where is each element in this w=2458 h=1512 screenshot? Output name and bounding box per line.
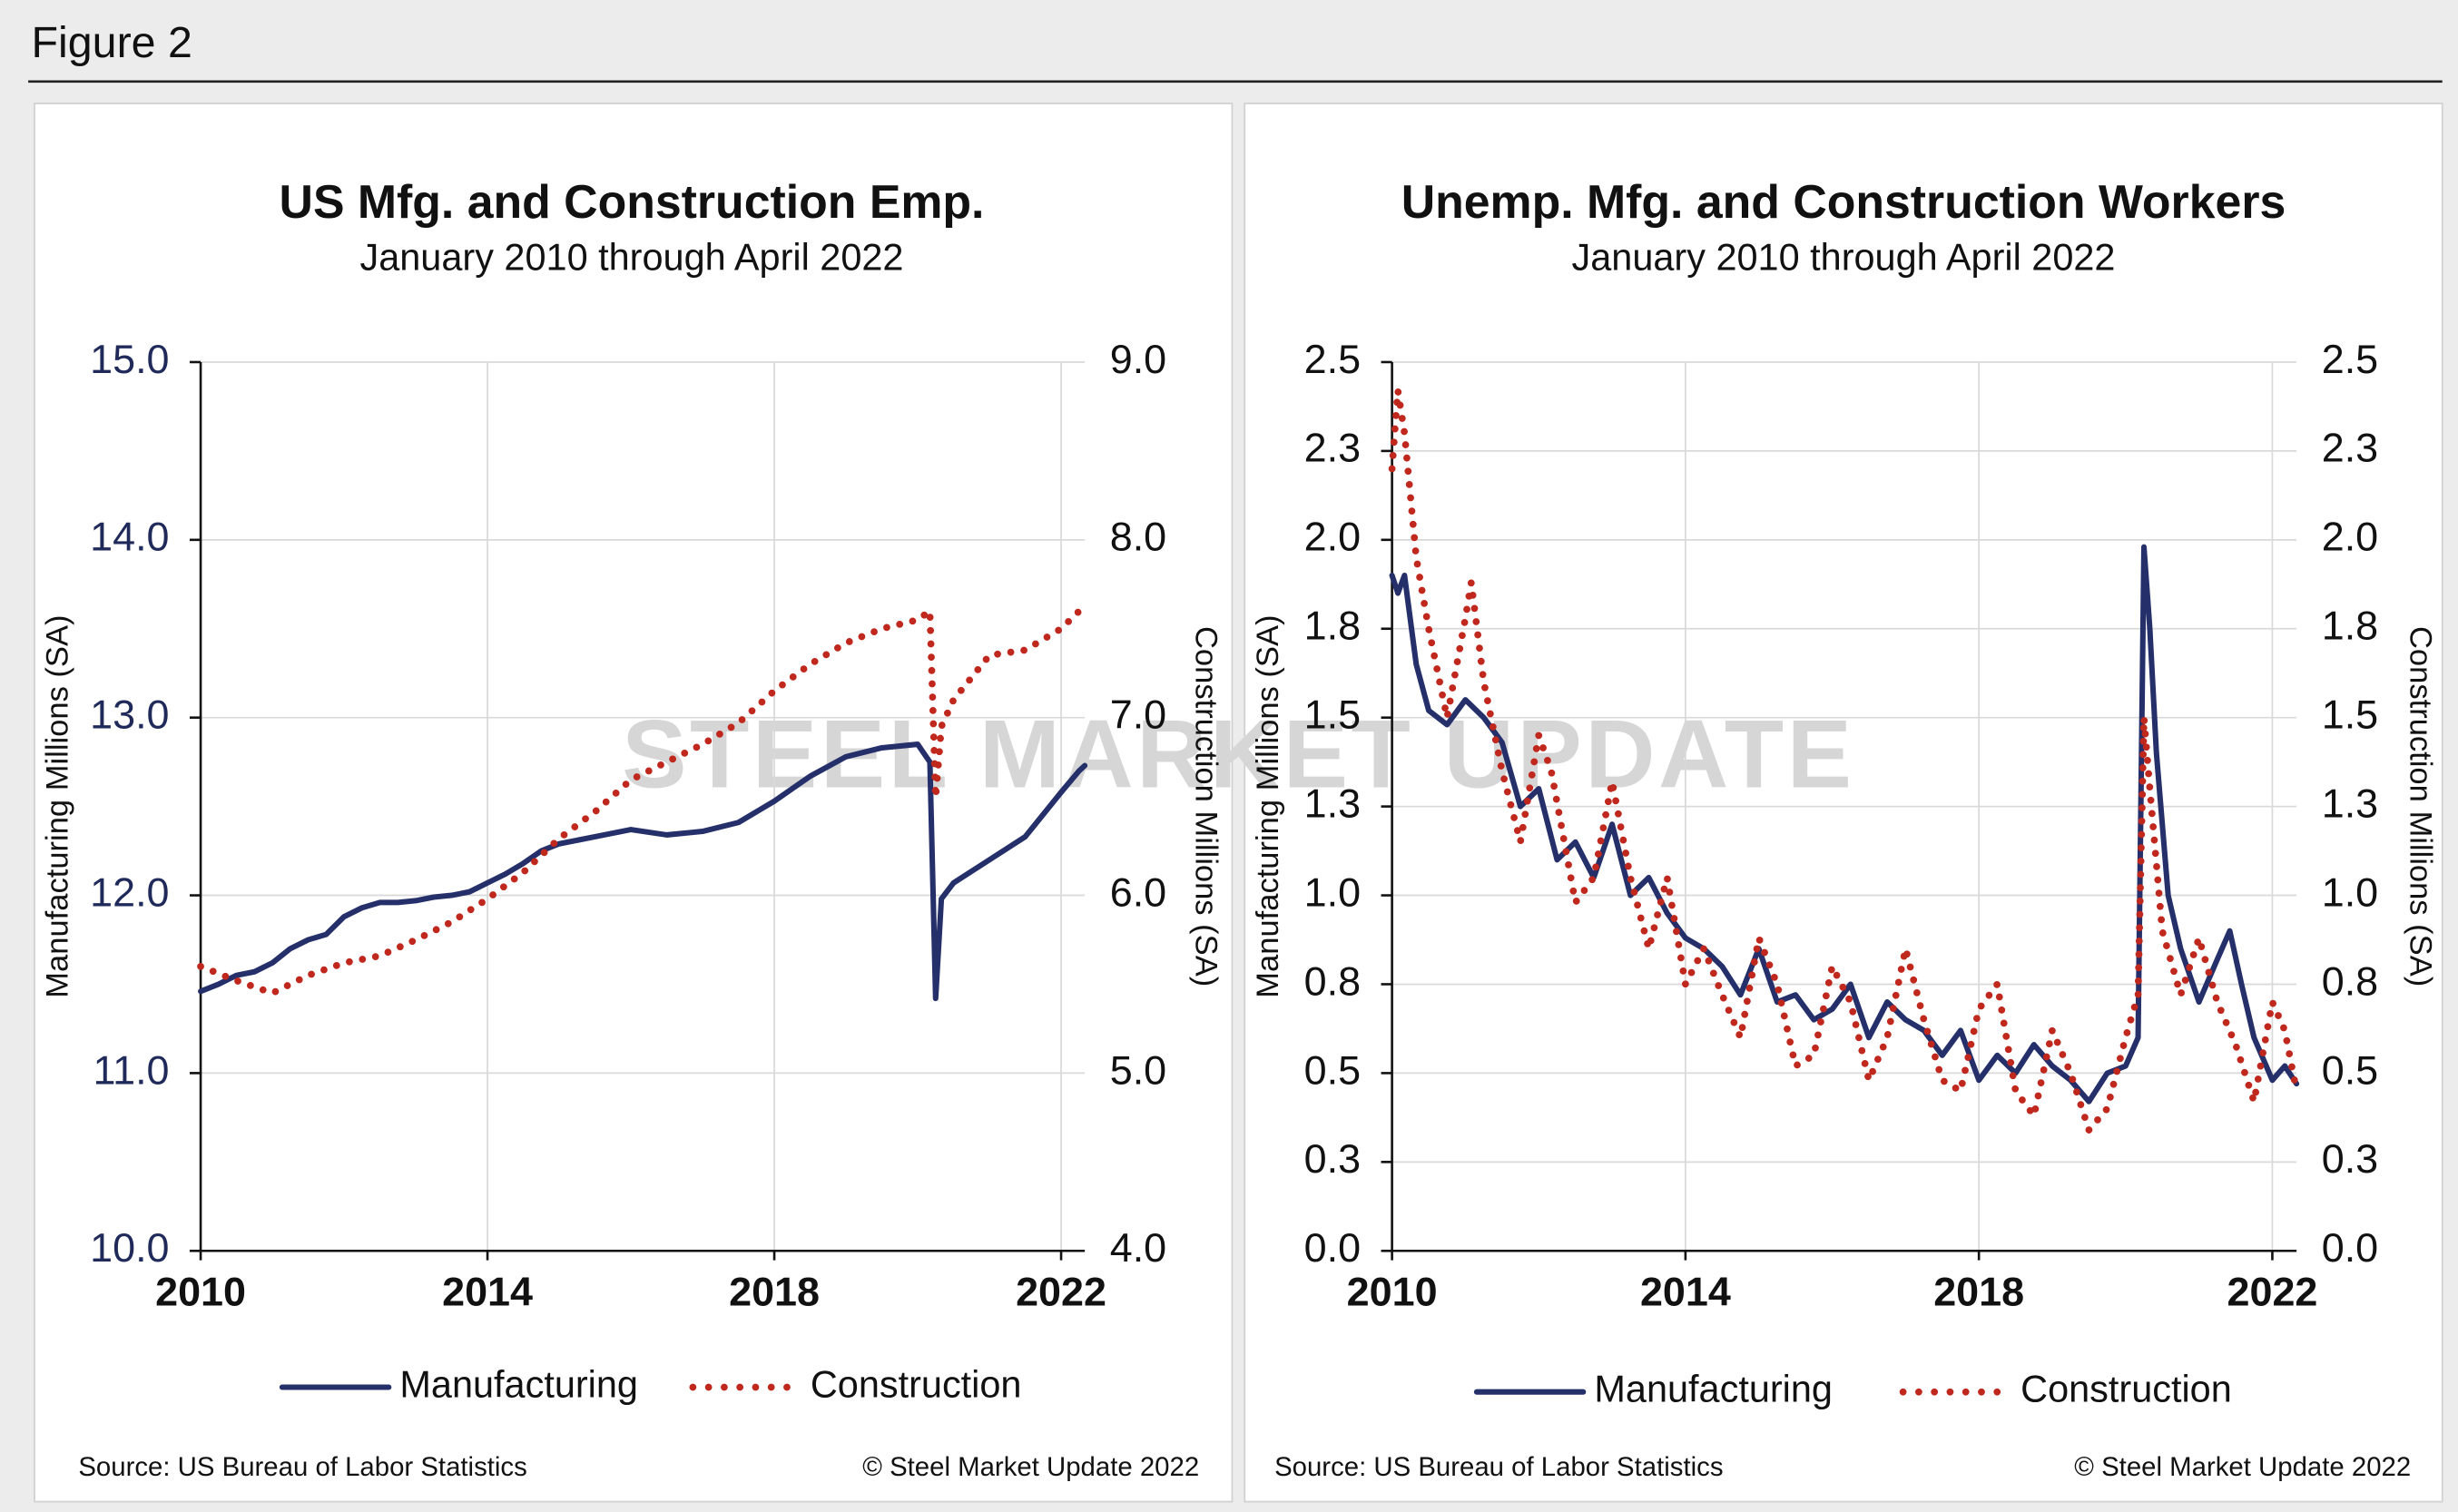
- x-tick-label: 2022: [1016, 1268, 1106, 1314]
- series-line: [1388, 387, 2301, 1134]
- chart-subtitle: January 2010 through April 2022: [1572, 236, 2116, 279]
- y-tick-label: 0.0: [1304, 1224, 1361, 1271]
- y-tick-label: 15.0: [90, 336, 169, 382]
- y2-tick-label: 1.5: [2322, 692, 2378, 738]
- y2-tick-label: 0.8: [2322, 957, 2378, 1004]
- y-tick-label: 2.3: [1304, 425, 1361, 471]
- legend-label: Construction: [811, 1362, 1022, 1405]
- legend-label: Manufacturing: [399, 1362, 638, 1405]
- chart-subtitle: January 2010 through April 2022: [360, 236, 904, 279]
- panel: [1244, 103, 2443, 1503]
- watermark: STEEL MARKET UPDATE: [622, 700, 1854, 809]
- y2-tick-label: 0.5: [2322, 1046, 2378, 1093]
- y2-tick-label: 0.0: [2322, 1224, 2378, 1271]
- legend-label: Construction: [2020, 1368, 2232, 1410]
- y-tick-label: 1.0: [1304, 869, 1361, 915]
- y2-tick-label: 0.3: [2322, 1135, 2378, 1182]
- y2-axis-label: Construction Millions (SA): [2404, 626, 2438, 987]
- y-tick-label: 2.5: [1304, 336, 1361, 382]
- y-axis-label: Manufacturing Millions (SA): [1251, 615, 1285, 998]
- figure-title: Figure 2: [32, 18, 192, 67]
- y-tick-label: 11.0: [93, 1046, 169, 1093]
- x-tick-label: 2010: [155, 1268, 246, 1314]
- y2-tick-label: 4.0: [1110, 1224, 1166, 1271]
- series-line: [198, 741, 1088, 1002]
- chart-title: Unemp. Mfg. and Construction Workers: [1401, 175, 2286, 228]
- y2-tick-label: 6.0: [1110, 869, 1166, 915]
- y2-tick-label: 2.5: [2322, 336, 2378, 382]
- y-tick-label: 1.3: [1304, 780, 1361, 826]
- y2-tick-label: 1.8: [2322, 603, 2378, 649]
- y-tick-label: 2.0: [1304, 514, 1361, 560]
- y2-axis-label: Construction Millions (SA): [1188, 626, 1223, 987]
- y2-tick-label: 9.0: [1110, 336, 1166, 382]
- y2-tick-label: 1.0: [2322, 869, 2378, 915]
- x-tick-label: 2018: [729, 1268, 820, 1314]
- y2-tick-label: 2.0: [2322, 514, 2378, 560]
- y-tick-label: 0.8: [1304, 957, 1361, 1004]
- y2-tick-label: 8.0: [1110, 514, 1166, 560]
- y2-tick-label: 7.0: [1110, 692, 1166, 738]
- legend-label: Manufacturing: [1594, 1368, 1833, 1410]
- source: Source: US Bureau of Labor Statistics: [1274, 1452, 1723, 1482]
- y-tick-label: 1.5: [1304, 692, 1361, 738]
- source: Source: US Bureau of Labor Statistics: [78, 1452, 526, 1482]
- x-tick-label: 2010: [1347, 1268, 1438, 1314]
- y2-tick-label: 2.3: [2322, 425, 2378, 471]
- panel: [34, 103, 1234, 1503]
- copyright: © Steel Market Update 2022: [862, 1452, 1199, 1482]
- y-tick-label: 10.0: [90, 1224, 169, 1271]
- x-tick-label: 2022: [2227, 1268, 2318, 1314]
- y-tick-label: 0.5: [1304, 1046, 1361, 1093]
- copyright: © Steel Market Update 2022: [2074, 1452, 2411, 1482]
- y2-tick-label: 5.0: [1110, 1046, 1166, 1093]
- y-tick-label: 12.0: [90, 869, 169, 915]
- y2-tick-label: 1.3: [2322, 780, 2378, 826]
- x-tick-label: 2014: [442, 1268, 533, 1314]
- y-tick-label: 14.0: [90, 514, 169, 560]
- x-tick-label: 2014: [1640, 1268, 1731, 1314]
- x-tick-label: 2018: [1933, 1268, 2024, 1314]
- chart-title: US Mfg. and Construction Emp.: [280, 175, 985, 228]
- y-tick-label: 1.8: [1304, 603, 1361, 649]
- y-axis-label: Manufacturing Millions (SA): [41, 615, 75, 998]
- y-tick-label: 13.0: [90, 692, 169, 738]
- y-tick-label: 0.3: [1304, 1135, 1361, 1182]
